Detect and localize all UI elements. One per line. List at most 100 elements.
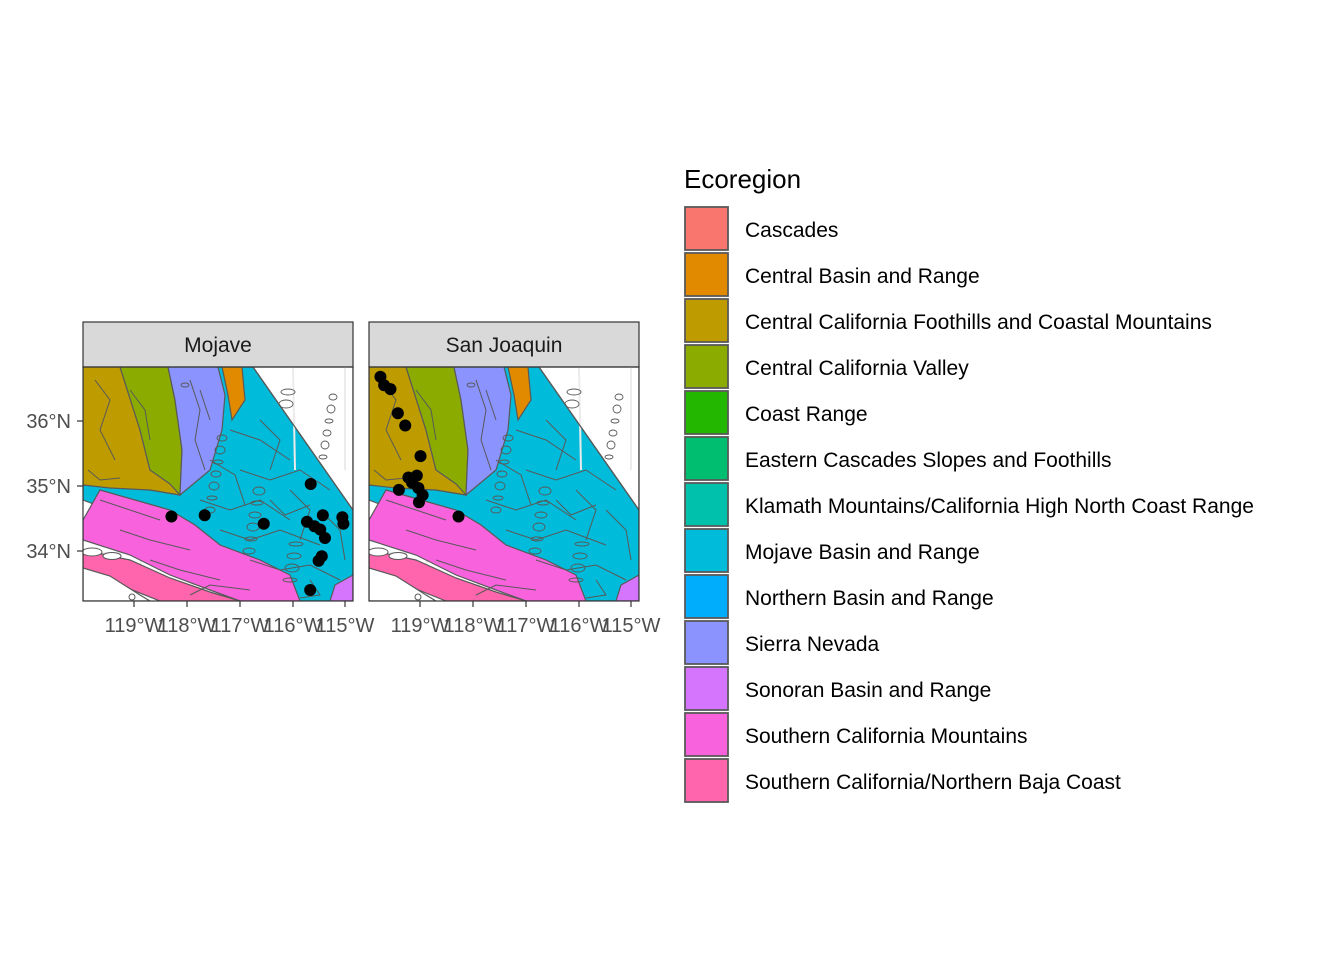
legend-swatch <box>684 528 729 573</box>
ecoregion-boundary <box>435 559 507 581</box>
x-tick-label: 117°W <box>497 615 556 637</box>
ecoregion-boundary <box>94 379 116 461</box>
y-tick-label: 36°N <box>26 411 71 433</box>
site-point <box>318 532 331 544</box>
legend-item-label: Klamath Mountains/California High North … <box>745 495 1254 518</box>
legend-swatch <box>684 436 729 481</box>
site-point <box>198 509 211 522</box>
panel-title: Mojave <box>184 334 252 357</box>
site-point <box>337 517 350 530</box>
panel-strip <box>82 321 354 368</box>
ecoregion-boundary <box>475 584 537 596</box>
x-axis-panel-1: 119°W 118°W 117°W 116°W 115°W <box>105 601 375 637</box>
site-point <box>257 517 270 530</box>
ecoregion-boundary <box>525 469 617 491</box>
ecoregion-boundary <box>475 379 492 471</box>
y-tick-label: 34°N <box>26 541 71 563</box>
x-tick-label: 118°W <box>444 615 503 637</box>
ecoregion-boundary <box>515 429 577 461</box>
legend-swatch <box>684 390 729 435</box>
ecoregion-boundary <box>585 579 607 599</box>
panel-strip <box>368 321 640 368</box>
ecoregion-boundary <box>415 389 437 441</box>
legend-item-label: Central Basin and Range <box>745 265 980 288</box>
x-tick-label: 115°W <box>602 615 661 637</box>
ecoregion-polygon <box>329 574 353 601</box>
ecoregion-polygon <box>369 489 587 601</box>
ecoregion-boundary <box>505 529 607 546</box>
ecoregion-polygon <box>83 567 152 601</box>
x-tick-label: 119°W <box>105 615 164 637</box>
ecoregion-boundary <box>189 379 206 471</box>
legend-item-label: Central California Foothills and Coastal… <box>745 311 1212 334</box>
ecoregion-boundary <box>289 489 311 541</box>
legend-swatch <box>684 666 729 711</box>
map-area <box>83 367 353 601</box>
legend-item-label: Coast Range <box>745 403 868 426</box>
legend: Ecoregion Cascades Central Basin and Rang… <box>684 164 1254 803</box>
ecoregion-boundary <box>269 499 311 516</box>
ecoregion-boundary <box>229 429 291 461</box>
ecoregion-boundary <box>87 469 121 481</box>
ecoregion-boundary <box>575 489 597 541</box>
legend-title: Ecoregion <box>684 164 801 194</box>
legend-item-label: Southern California Mountains <box>745 725 1028 748</box>
legend-swatch <box>684 620 729 665</box>
ecoregion-polygon <box>369 567 438 601</box>
ecoregion-polygon <box>615 574 639 601</box>
ecoregion-boundary <box>199 389 211 421</box>
legend-swatch <box>684 574 729 619</box>
ecoregion-boundary <box>259 419 281 471</box>
site-points <box>374 370 465 523</box>
legend-swatch <box>684 252 729 297</box>
ecoregion-boundary <box>249 559 341 581</box>
ecoregion-boundary <box>119 529 191 551</box>
site-point <box>304 478 317 491</box>
legend-item-label: Central California Valley <box>745 357 969 380</box>
map-panel-mojave: Mojave <box>82 321 354 602</box>
legend-item-label: Sonoran Basin and Range <box>745 679 991 702</box>
site-point <box>392 483 405 496</box>
legend-item-label: Mojave Basin and Range <box>745 541 980 564</box>
legend-swatch <box>684 482 729 527</box>
legend-item-label: Southern California/Northern Baja Coast <box>745 771 1121 794</box>
ecoregion-boundary <box>373 469 407 481</box>
site-point <box>165 510 178 523</box>
x-tick-label: 118°W <box>158 615 217 637</box>
legend-item-label: Eastern Cascades Slopes and Foothills <box>745 449 1112 472</box>
ecoregion-boundary <box>485 389 497 421</box>
ecoregion-boundary <box>405 529 477 551</box>
legend-swatch <box>684 344 729 389</box>
panel-border <box>82 366 354 602</box>
site-point <box>412 496 425 509</box>
map-area <box>369 367 639 601</box>
panel-title: San Joaquin <box>446 334 563 357</box>
y-tick-label: 35°N <box>26 476 71 498</box>
ecoregion-boundary <box>555 499 597 516</box>
legend-swatch <box>684 758 729 803</box>
legend-swatch <box>684 206 729 251</box>
ecoregion-boundary <box>129 389 151 441</box>
ecoregion-boundary <box>99 499 161 521</box>
site-point <box>304 584 317 596</box>
ecoregion-polygon <box>83 489 301 601</box>
x-tick-label: 116°W <box>264 615 323 637</box>
ecoregion-boundary <box>535 559 627 581</box>
ecoregion-polygon <box>221 367 246 422</box>
x-tick-label: 117°W <box>211 615 270 637</box>
legend-item-label: Sierra Nevada <box>745 633 880 656</box>
ecoregion-boundary <box>189 584 251 596</box>
ecoregion-boundary <box>545 419 567 471</box>
legend-swatch <box>684 712 729 757</box>
y-axis: 36°N 35°N 34°N <box>26 411 83 563</box>
legend-item-label: Northern Basin and Range <box>745 587 994 610</box>
site-points <box>165 478 350 596</box>
x-tick-label: 115°W <box>316 615 375 637</box>
ecoregion-boundary <box>385 499 447 521</box>
ecoregion-boundary <box>219 529 321 546</box>
ecoregion-polygon <box>507 367 532 422</box>
legend-item-label: Cascades <box>745 219 838 242</box>
site-point <box>414 450 427 463</box>
site-point <box>312 554 325 567</box>
